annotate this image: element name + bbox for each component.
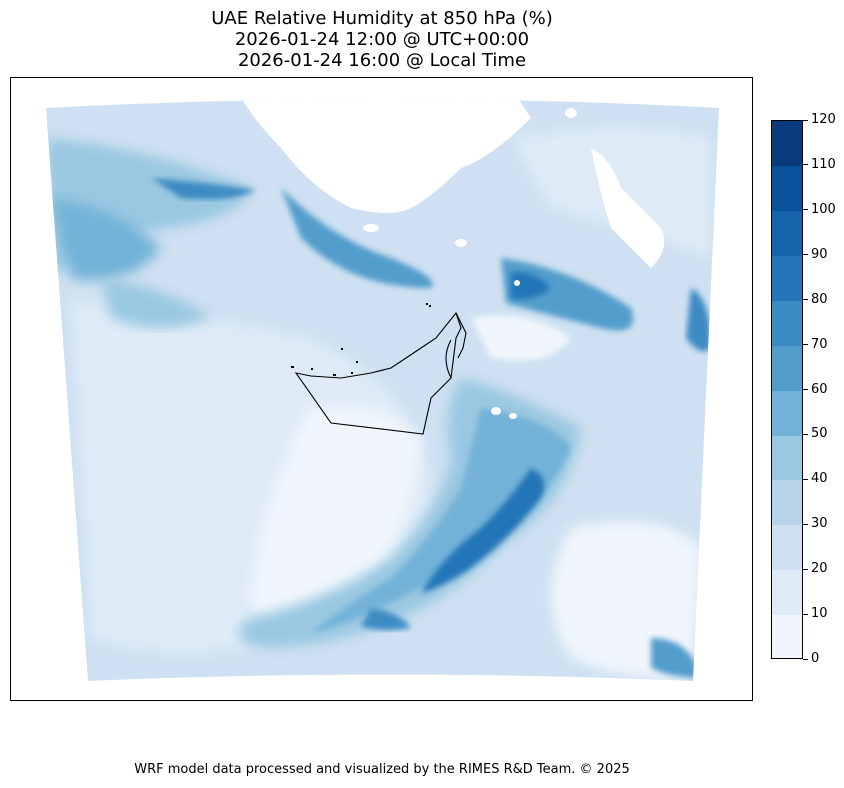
colorbar-tick-label: 0 bbox=[811, 651, 820, 666]
colorbar-tick-label: 110 bbox=[811, 156, 836, 172]
moist-core-main bbox=[421, 468, 545, 593]
title-line-3: 2026-01-24 16:00 @ Local Time bbox=[237, 50, 527, 71]
colorbar-tick bbox=[803, 344, 808, 346]
colorbar-tick bbox=[803, 299, 808, 301]
dry-zone-central bbox=[251, 406, 421, 630]
masked-dot-4 bbox=[509, 413, 517, 419]
colorbar-tick bbox=[803, 433, 808, 435]
humidity-field bbox=[46, 99, 719, 681]
colorbar bbox=[771, 120, 803, 659]
colorbar-tick bbox=[803, 254, 808, 256]
colorbar-tick bbox=[803, 658, 808, 660]
masked-dot-2 bbox=[363, 224, 379, 232]
moist-patch-east bbox=[686, 288, 711, 352]
masked-area-iran bbox=[236, 99, 531, 213]
dry-zone-gulf-of-oman bbox=[471, 315, 571, 361]
colorbar-tick-label: 70 bbox=[811, 336, 828, 352]
colorbar-tick bbox=[803, 164, 808, 166]
uae-boundary bbox=[294, 311, 467, 435]
colorbar-tick bbox=[803, 209, 808, 211]
masked-dot-5 bbox=[514, 280, 520, 286]
masked-dot-6 bbox=[565, 108, 577, 118]
colorbar-tick-label: 20 bbox=[811, 561, 828, 577]
masked-area-northeast bbox=[591, 148, 665, 268]
colorbar-segment bbox=[772, 345, 802, 391]
colorbar-tick-label: 100 bbox=[811, 201, 836, 217]
colorbar-segment bbox=[772, 255, 802, 301]
colorbar-tick-label: 40 bbox=[811, 471, 828, 487]
masked-dot-1 bbox=[455, 239, 467, 247]
colorbar-segment bbox=[772, 300, 802, 346]
colorbar-tick bbox=[803, 478, 808, 480]
colorbar-tick bbox=[803, 389, 808, 390]
chart-title: UAE Relative Humidity at 850 hPa (%) 202… bbox=[0, 8, 764, 71]
colorbar-segment bbox=[772, 210, 802, 256]
masked-dot-3 bbox=[491, 407, 501, 415]
humidity-map bbox=[46, 99, 719, 681]
moist-corner-southeast bbox=[651, 638, 701, 678]
moist-band-inner bbox=[311, 408, 571, 633]
map-panel: RIMES bbox=[10, 77, 753, 701]
colorbar-tick bbox=[803, 568, 808, 570]
moist-band-north bbox=[281, 188, 433, 288]
colorbar-segment bbox=[772, 121, 802, 166]
colorbar-tick bbox=[803, 119, 808, 121]
colorbar-tick-label: 80 bbox=[811, 291, 828, 307]
title-line-1: UAE Relative Humidity at 850 hPa (%) bbox=[211, 8, 553, 29]
uae-islands bbox=[291, 303, 431, 376]
moist-core-strait bbox=[511, 272, 551, 300]
colorbar-segment bbox=[772, 390, 802, 436]
colorbar-tick-label: 120 bbox=[811, 112, 836, 127]
moist-core-northwest bbox=[51, 198, 161, 280]
colorbar-segment bbox=[772, 570, 802, 616]
moist-streak-northwest bbox=[151, 178, 256, 200]
colorbar-tick-label: 90 bbox=[811, 246, 828, 262]
colorbar-tick-label: 60 bbox=[811, 381, 828, 397]
colorbar-segment bbox=[772, 480, 802, 526]
colorbar-tick-label: 50 bbox=[811, 426, 828, 442]
title-line-2: 2026-01-24 12:00 @ UTC+00:00 bbox=[234, 29, 530, 50]
colorbar-segment bbox=[772, 435, 802, 481]
colorbar-segment bbox=[772, 615, 802, 658]
colorbar-tick-label: 30 bbox=[811, 516, 828, 532]
colorbar-segment bbox=[772, 525, 802, 571]
colorbar-segment bbox=[772, 165, 802, 211]
moist-core-south bbox=[361, 608, 411, 631]
moist-patch-west bbox=[101, 278, 211, 328]
colorbar-tick-label: 10 bbox=[811, 606, 828, 622]
footer-credit: WRF model data processed and visualized … bbox=[134, 762, 630, 777]
colorbar-tick bbox=[803, 523, 808, 525]
colorbar-tick bbox=[803, 613, 808, 615]
